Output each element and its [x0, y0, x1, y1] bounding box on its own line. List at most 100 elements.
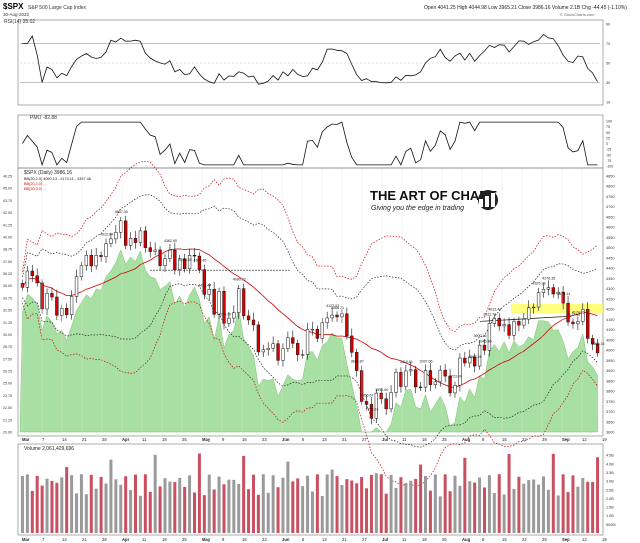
volume-bar	[99, 476, 103, 533]
candle-body	[99, 255, 103, 257]
volume-bar	[227, 479, 231, 533]
candle-body	[217, 291, 221, 315]
pmo-tick: 75	[606, 125, 610, 129]
breadth-tick: 37.50	[3, 260, 12, 264]
volume-bar	[242, 455, 246, 533]
volume-tick: 4.0B	[606, 462, 614, 466]
price-tick: 4800	[606, 185, 614, 189]
watermark-tagline: Giving you the edge in trading	[371, 205, 464, 212]
volume-bar	[320, 496, 324, 533]
volume-bar	[315, 474, 319, 533]
candle-body	[232, 312, 236, 319]
volume-bar	[448, 491, 452, 533]
candle-body	[74, 276, 79, 297]
candle-body	[30, 270, 34, 276]
volume-bar	[256, 494, 260, 533]
price-annotation: 4066.71	[331, 306, 344, 310]
price-tick: 4000	[606, 349, 614, 353]
candle-body	[463, 357, 467, 364]
candle-body	[104, 243, 108, 257]
price-annotation: 3900.16	[474, 334, 487, 338]
x-tick-label: 22	[522, 537, 527, 542]
x-tick-label: 23	[262, 437, 267, 442]
x-tick-label: May	[202, 437, 211, 442]
ma-line	[22, 248, 598, 389]
breadth-tick: 28.75	[3, 345, 12, 349]
price-annotation: 3779.67	[365, 407, 378, 411]
candle-body	[305, 328, 310, 355]
volume-bar	[556, 495, 560, 533]
x-tick-label: 7	[42, 537, 45, 542]
volume-bar	[424, 475, 428, 533]
volume-bar	[571, 475, 575, 533]
candle-body	[590, 338, 595, 345]
x-tick-label: 11	[402, 437, 407, 442]
volume-tick: 1.0B	[606, 514, 614, 518]
candle-body	[374, 392, 379, 419]
volume-tick: 3.0B	[606, 480, 614, 484]
candle-body	[173, 249, 177, 270]
volume-tick: 2.5B	[606, 488, 614, 492]
price-annotation: 4177.95	[567, 313, 580, 317]
candle-body	[183, 258, 187, 270]
price-annotation: 3937.06	[420, 360, 433, 364]
price-tick: 3850	[606, 379, 614, 383]
volume-bar	[281, 477, 285, 533]
volume-bar	[70, 475, 74, 533]
candle-body	[163, 258, 167, 266]
price-tick: 4450	[606, 256, 614, 260]
volume-bar	[419, 464, 423, 533]
candle-body	[178, 258, 182, 270]
x-tick-label: 6	[302, 437, 305, 442]
candle-body	[197, 255, 202, 270]
x-tick-label: 25	[442, 537, 447, 542]
candle-body	[536, 292, 541, 308]
x-tick-label: 28	[102, 537, 107, 542]
price-tick: 4050	[606, 338, 614, 342]
volume-bar	[399, 477, 403, 533]
volume-bar	[537, 484, 541, 533]
x-tick-label: Mar	[22, 437, 30, 442]
volume-bar	[428, 490, 432, 533]
volume-bar	[453, 475, 457, 533]
volume-bar	[468, 481, 472, 533]
volume-bar	[561, 474, 565, 533]
volume-bar	[261, 474, 265, 533]
watermark-logo: THE ART OF CHART Giving you the edge in …	[370, 188, 498, 212]
candle-body	[541, 289, 546, 293]
candle-body	[60, 308, 64, 316]
price-tick: 3700	[606, 410, 614, 414]
candle-body	[359, 370, 364, 402]
volume-bar	[340, 485, 344, 533]
volume-bar	[335, 476, 339, 533]
volume-bar	[286, 461, 290, 533]
candle-body	[399, 371, 403, 387]
x-tick-label: 15	[502, 437, 507, 442]
volume-bar	[266, 492, 270, 533]
volume-bar	[522, 483, 526, 533]
candle-body	[69, 296, 74, 315]
price-annotation: 3856.67	[361, 393, 374, 397]
volume-bar	[473, 482, 477, 533]
price-annotation: 4170.70	[218, 312, 231, 316]
candle-body	[527, 307, 531, 320]
x-tick-label: Jun	[282, 437, 290, 442]
candle-body	[119, 220, 123, 233]
breadth-tick: 22.50	[3, 406, 12, 410]
volume-bar	[301, 486, 305, 533]
x-tick-label: 13	[322, 537, 327, 542]
candle-body	[261, 349, 265, 353]
candle-body	[45, 293, 49, 310]
price-annotation: 4325.28	[533, 282, 546, 286]
candle-body	[546, 287, 551, 290]
breadth-tick: 31.25	[3, 321, 12, 325]
volume-bar	[379, 474, 383, 533]
x-tick-label: 25	[442, 437, 447, 442]
price-tick: 4200	[606, 308, 614, 312]
price-tick: 3800	[606, 390, 614, 394]
volume-bar	[50, 480, 54, 533]
candle-body	[276, 343, 280, 361]
x-tick-label: 11	[402, 537, 407, 542]
breadth-tick: 32.50	[3, 309, 12, 313]
price-label: $SPX (Daily) 3986.16	[24, 170, 72, 176]
